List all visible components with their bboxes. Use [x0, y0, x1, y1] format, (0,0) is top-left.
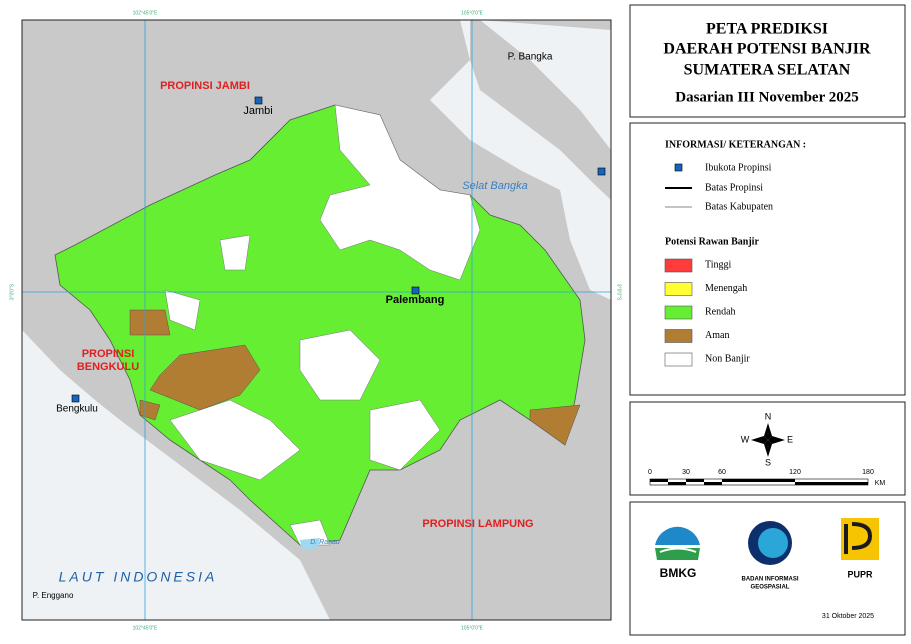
- label: Potensi Rawan Banjir: [665, 236, 759, 247]
- label: Jambi: [243, 105, 272, 117]
- label: Selat Bangka: [462, 180, 527, 192]
- map-frame: [21, 19, 612, 621]
- logos: BMKG BADAN INFORMASI GEOSPASIAL PUPR 31 …: [655, 518, 879, 620]
- map: 102°45'0"E 105°0'0"E 102°45'0"E 105°0'0"…: [9, 10, 621, 631]
- legend: INFORMASI/ KETERANGAN : Ibukota Propinsi…: [664, 139, 806, 367]
- legend-swatch: [664, 282, 693, 296]
- label: Batas Kabupaten: [705, 201, 773, 212]
- label: 31 Oktober 2025: [822, 613, 874, 620]
- label: SUMATERA SELATAN: [684, 62, 851, 79]
- legend-label: Non Banjir: [705, 353, 750, 364]
- label: PETA PREDIKSI: [706, 21, 828, 38]
- label: 105°0'0"E: [461, 625, 484, 631]
- legend-label: Aman: [705, 330, 729, 341]
- label: 60: [718, 469, 726, 476]
- label: E: [787, 434, 793, 444]
- legend-swatch: [664, 329, 693, 343]
- legend-label: Menengah: [705, 283, 747, 294]
- label: P. Enggano: [33, 591, 74, 600]
- legend-label: Tinggi: [705, 259, 732, 270]
- graticule: [22, 20, 611, 620]
- label: 0: [648, 469, 652, 476]
- label: 120: [789, 469, 801, 476]
- legend-swatch: [664, 305, 693, 320]
- label: BMKG: [660, 566, 697, 580]
- label: PROPINSI JAMBI: [160, 80, 250, 92]
- label: KM: [875, 480, 886, 487]
- label: 30: [682, 469, 690, 476]
- label: 102°45'0"E: [133, 10, 158, 16]
- aman-areas: [129, 309, 581, 446]
- compass: N S E W: [741, 411, 793, 467]
- label: S: [765, 457, 771, 467]
- label: PROPINSI: [82, 348, 135, 360]
- capital-symbol: [674, 163, 683, 172]
- label: 102°45'0"E: [133, 625, 158, 631]
- label: 3°0'0"S: [616, 284, 622, 301]
- label: 180: [862, 469, 874, 476]
- label: Palembang: [386, 294, 445, 306]
- label: 105°0'0"E: [461, 10, 484, 16]
- label: PROPINSI LAMPUNG: [422, 518, 533, 530]
- label: BADAN INFORMASI: [742, 577, 799, 583]
- sea-strait: [480, 20, 611, 150]
- grid-labels: 102°45'0"E 105°0'0"E 102°45'0"E 105°0'0"…: [9, 10, 621, 631]
- label: Ibukota Propinsi: [705, 162, 772, 173]
- label: D. Ranau: [310, 539, 340, 546]
- title-box: [629, 4, 906, 118]
- label: DAERAH POTENSI BANJIR: [663, 41, 871, 58]
- label: GEOSPASIAL: [751, 585, 790, 591]
- lake: [300, 538, 320, 550]
- label: 3°0'0"S: [9, 283, 15, 300]
- legend-label: Rendah: [705, 306, 736, 317]
- label: Bengkulu: [56, 404, 98, 415]
- capital-markers: [71, 96, 606, 403]
- label: PUPR: [847, 569, 873, 579]
- label: P. Bangka: [508, 52, 553, 63]
- non-banjir-areas: [164, 104, 481, 546]
- label: INFORMASI/ KETERANGAN :: [665, 139, 806, 150]
- title: PETA PREDIKSI DAERAH POTENSI BANJIR SUMA…: [663, 21, 871, 106]
- legend-swatch: [664, 258, 693, 273]
- legend-swatch: [664, 352, 693, 367]
- label: Dasarian III November 2025: [675, 89, 858, 105]
- label: N: [765, 411, 772, 421]
- label: W: [741, 434, 750, 444]
- label: LAUT INDONESIA: [59, 569, 218, 585]
- label: BENGKULU: [77, 361, 139, 373]
- label: Batas Propinsi: [705, 182, 763, 193]
- place-labels: PROPINSI JAMBI Jambi P. Bangka Selat Ban…: [33, 52, 553, 600]
- scale-bar: 0 30 60 120 180 KM: [648, 469, 885, 487]
